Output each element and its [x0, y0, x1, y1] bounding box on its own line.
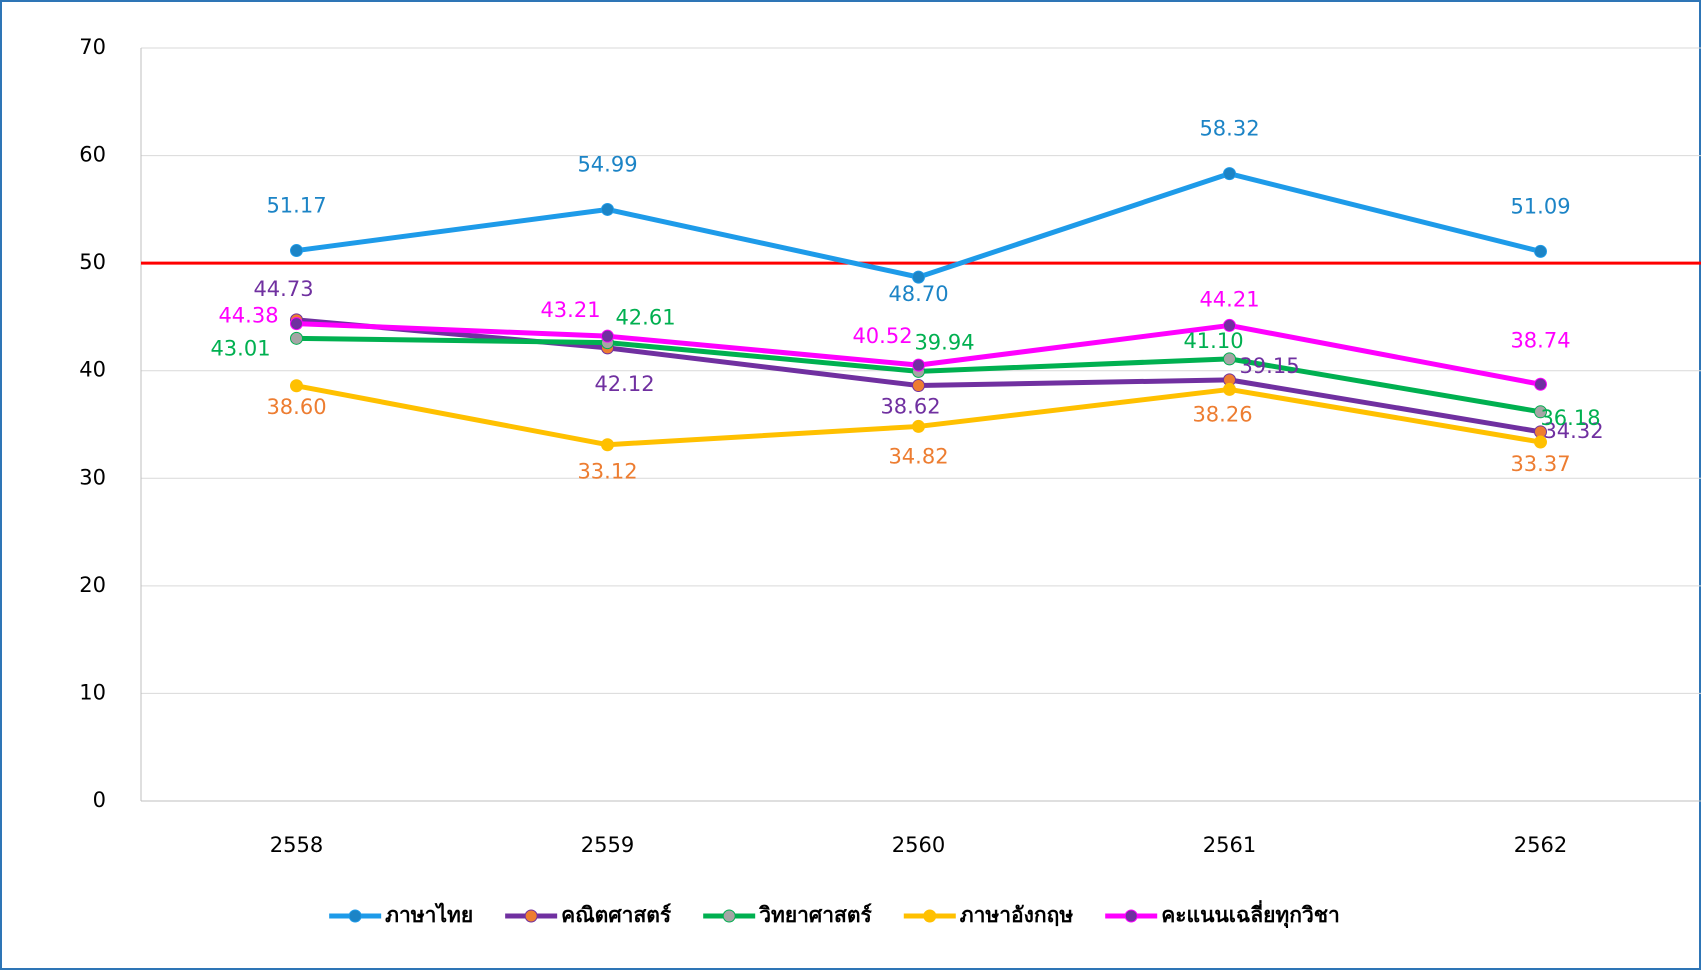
- x-tick-label: 2559: [581, 833, 634, 857]
- legend-marker: [722, 909, 736, 923]
- data-label: 42.61: [615, 306, 675, 330]
- data-label: 38.26: [1192, 402, 1252, 426]
- x-tick-label: 2560: [892, 833, 945, 857]
- data-point: [912, 270, 925, 284]
- data-point: [1534, 377, 1547, 391]
- data-label: 43.01: [210, 336, 270, 360]
- data-label: 51.09: [1510, 194, 1570, 218]
- data-point: [601, 202, 614, 216]
- legend-label: คะแนนเฉลี่ยทุกวิชา: [1161, 899, 1340, 929]
- legend-marker: [923, 909, 937, 923]
- data-point: [1534, 405, 1547, 419]
- data-label: 39.94: [914, 330, 974, 354]
- legend-marker: [524, 909, 538, 923]
- data-label: 36.18: [1540, 406, 1600, 430]
- data-label: 38.74: [1510, 328, 1570, 352]
- legend-label: ภาษาไทย: [385, 902, 473, 927]
- data-label: 38.60: [266, 395, 326, 419]
- data-label: 39.15: [1239, 354, 1299, 378]
- x-tick-label: 2561: [1203, 833, 1256, 857]
- legend-marker: [1124, 909, 1138, 923]
- y-tick-label: 40: [79, 358, 106, 382]
- y-tick-label: 20: [79, 573, 106, 597]
- data-label: 48.70: [888, 282, 948, 306]
- data-point: [290, 244, 303, 258]
- y-tick-label: 30: [79, 465, 106, 489]
- data-point: [912, 358, 925, 372]
- data-label: 58.32: [1199, 117, 1259, 141]
- data-label: 33.37: [1510, 452, 1570, 476]
- data-label: 34.82: [888, 444, 948, 468]
- data-point: [290, 379, 303, 393]
- data-label: 44.73: [253, 277, 313, 301]
- legend-label: คณิตศาสตร์: [561, 903, 672, 927]
- y-tick-label: 10: [79, 680, 106, 704]
- data-point: [601, 438, 614, 452]
- data-point: [1534, 244, 1547, 258]
- data-point: [1534, 435, 1547, 449]
- data-point: [1223, 167, 1236, 181]
- x-tick-label: 2562: [1514, 833, 1567, 857]
- y-tick-label: 0: [93, 788, 106, 812]
- y-tick-label: 70: [79, 35, 106, 59]
- y-tick-label: 60: [79, 143, 106, 167]
- data-label: 43.21: [540, 298, 600, 322]
- data-label: 41.10: [1183, 329, 1243, 353]
- y-tick-label: 50: [79, 250, 106, 274]
- legend-marker: [348, 909, 362, 923]
- data-label: 34.32: [1543, 419, 1603, 443]
- data-label: 40.52: [852, 324, 912, 348]
- x-tick-label: 2558: [270, 833, 323, 857]
- data-label: 51.17: [266, 194, 326, 218]
- data-label: 44.38: [218, 304, 278, 328]
- data-point: [912, 379, 925, 393]
- data-label: 44.21: [1199, 287, 1259, 311]
- data-point: [1223, 318, 1236, 332]
- data-point: [1223, 352, 1236, 366]
- data-label: 33.12: [577, 460, 637, 484]
- data-point: [290, 317, 303, 331]
- data-label: 54.99: [577, 152, 637, 176]
- data-label: 38.62: [880, 395, 940, 419]
- data-point: [1223, 382, 1236, 396]
- data-point: [290, 331, 303, 345]
- legend-label: ภาษาอังกฤษ: [960, 903, 1074, 927]
- data-point: [601, 329, 614, 343]
- data-label: 42.12: [594, 372, 654, 396]
- data-point: [912, 419, 925, 433]
- legend-label: วิทยาศาสตร์: [758, 903, 873, 927]
